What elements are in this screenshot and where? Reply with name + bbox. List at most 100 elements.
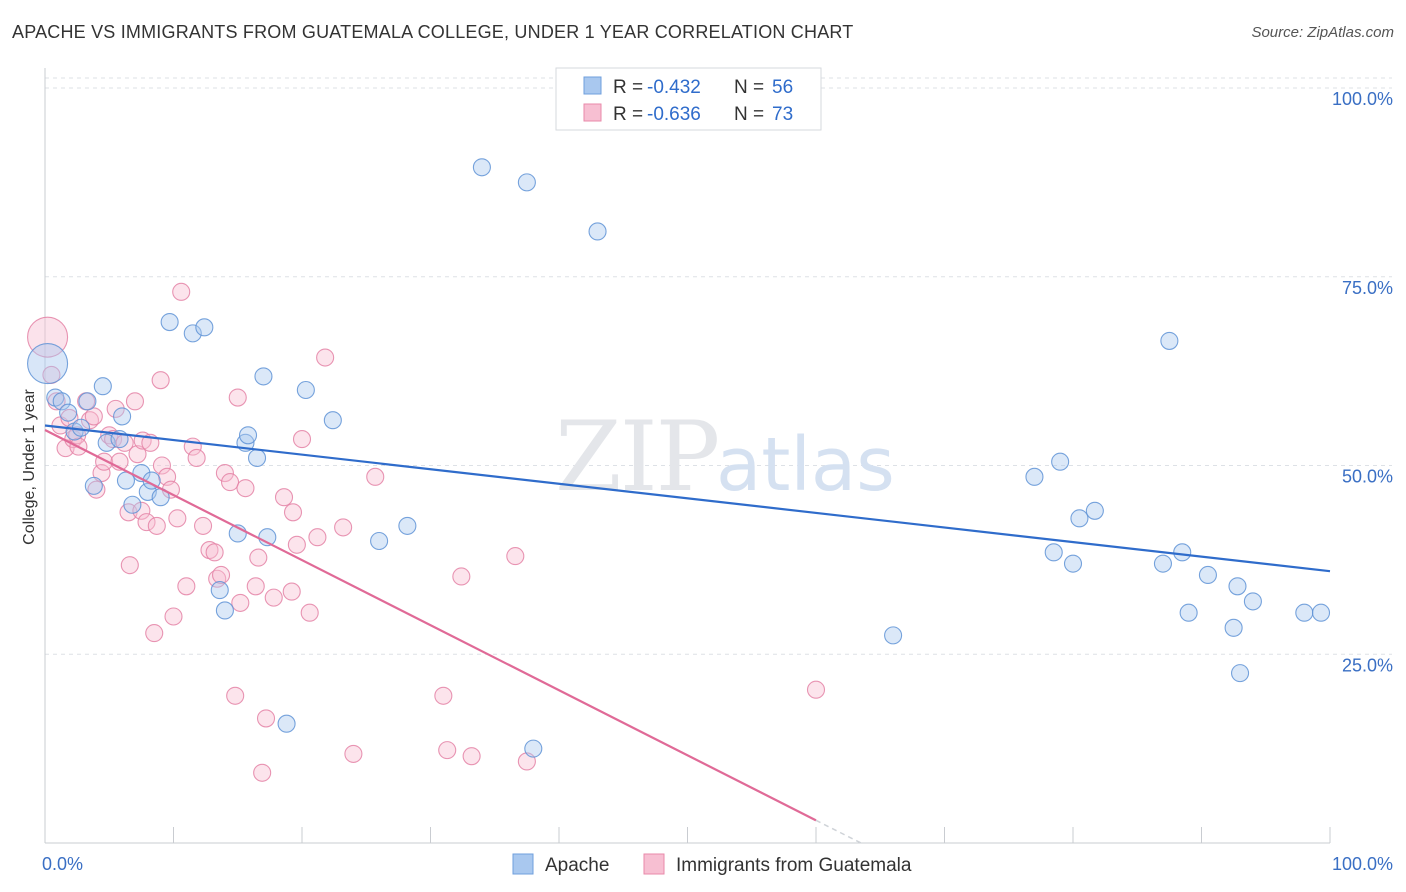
guatemala-point-61 <box>300 603 319 622</box>
stats-swatch-apache <box>583 76 602 95</box>
apache-point-53 <box>1243 592 1262 611</box>
stats-box: R = -0.432 N = 56 R = -0.636 N = 73 <box>555 67 822 131</box>
y-axis-title: College, Under 1 year <box>21 389 38 545</box>
y-tick-label-0: 100.0% <box>1332 89 1393 109</box>
apache-point-0 <box>27 343 69 385</box>
grid-layer <box>45 77 1392 655</box>
guatemala-point-68 <box>438 741 457 760</box>
stats-r-label-apache: R = <box>613 77 643 98</box>
x-tick-label-min: 0.0% <box>42 854 83 874</box>
apache-point-40 <box>1044 543 1063 562</box>
guatemala-point-47 <box>226 686 245 705</box>
guatemala-point-40 <box>194 516 213 535</box>
apache-trend-line <box>44 424 1331 573</box>
apache-point-13 <box>123 495 142 514</box>
apache-point-2 <box>52 392 71 411</box>
guatemala-point-70 <box>462 747 481 766</box>
guatemala-point-46 <box>220 473 240 492</box>
apache-point-51 <box>1228 577 1247 596</box>
stats-n-value-guatemala: 73 <box>772 104 793 125</box>
apache-point-34 <box>472 158 491 177</box>
guatemala-point-31 <box>152 456 171 475</box>
apache-point-6 <box>78 392 97 411</box>
apache-point-20 <box>195 318 214 337</box>
guatemala-point-65 <box>344 744 363 763</box>
guatemala-point-30 <box>151 371 170 390</box>
apache-point-8 <box>93 377 112 396</box>
y-tick-label-1: 75.0% <box>1342 278 1393 298</box>
guatemala-point-44 <box>211 565 231 585</box>
apache-point-18 <box>160 312 179 332</box>
stats-swatch-guatemala <box>583 103 602 122</box>
guatemala-point-49 <box>231 593 250 612</box>
guatemala-point-34 <box>164 607 183 626</box>
stats-r-value-guatemala: -0.636 <box>647 104 701 125</box>
guatemala-point-63 <box>316 348 335 367</box>
guatemala-point-53 <box>253 763 272 782</box>
apache-point-46 <box>1160 331 1179 350</box>
stats-r-label-guatemala: R = <box>613 104 643 125</box>
watermark-atlas: atlas <box>716 422 895 508</box>
guatemala-point-45 <box>215 463 234 483</box>
legend-swatch-guatemala <box>643 853 665 875</box>
apache-point-41 <box>1051 452 1070 471</box>
stats-r-value-apache: -0.432 <box>647 77 701 98</box>
guatemala-point-42 <box>205 543 224 562</box>
apache-point-7 <box>84 476 103 495</box>
stats-n-value-apache: 56 <box>772 77 793 98</box>
apache-point-45 <box>1153 554 1172 573</box>
guatemala-point-71 <box>506 547 525 566</box>
guatemala-point-22 <box>125 392 144 411</box>
apache-point-48 <box>1179 603 1198 622</box>
apache-point-32 <box>370 531 389 551</box>
apache-point-44 <box>1085 501 1104 520</box>
guatemala-point-67 <box>434 686 453 705</box>
apache-point-21 <box>210 581 229 600</box>
guatemala-point-24 <box>132 501 151 520</box>
apache-point-54 <box>1295 603 1314 622</box>
guatemala-point-21 <box>120 556 139 575</box>
guatemala-point-51 <box>246 577 265 596</box>
guatemala-point-58 <box>283 503 303 522</box>
guatemala-point-36 <box>172 282 191 301</box>
x-tick-label-max: 100.0% <box>1332 854 1393 874</box>
guatemala-point-29 <box>147 516 166 535</box>
apache-point-50 <box>1224 618 1243 637</box>
guatemala-point-37 <box>177 577 196 596</box>
guatemala-point-54 <box>256 709 276 728</box>
guatemala-point-35 <box>168 509 187 528</box>
guatemala-point-11 <box>84 407 103 426</box>
apache-point-55 <box>1311 603 1331 622</box>
apache-point-11 <box>113 407 132 426</box>
series-apache-points <box>27 158 1331 758</box>
apache-point-19 <box>183 324 202 343</box>
guatemala-point-59 <box>287 535 306 554</box>
guatemala-point-64 <box>334 518 353 537</box>
apache-point-26 <box>247 448 267 468</box>
legend-label-guatemala: Immigrants from Guatemala <box>676 855 912 876</box>
guatemala-point-39 <box>187 448 206 468</box>
apache-point-27 <box>254 367 273 386</box>
apache-point-31 <box>323 411 342 430</box>
apache-point-25 <box>238 426 258 445</box>
guatemala-point-66 <box>366 467 385 486</box>
apache-point-29 <box>277 714 296 733</box>
apache-point-37 <box>588 222 607 241</box>
guatemala-point-56 <box>274 488 294 507</box>
chart-title: APACHE VS IMMIGRANTS FROM GUATEMALA COLL… <box>12 22 854 42</box>
series-guatemala-points <box>27 282 826 782</box>
apache-point-38 <box>884 626 903 645</box>
trend-layer <box>44 424 1331 844</box>
guatemala-point-73 <box>806 680 826 699</box>
guatemala-point-17 <box>106 399 125 418</box>
axis-layer: 100.0% 75.0% 50.0% 25.0% 0.0% 100.0% <box>42 68 1393 874</box>
y-tick-label-2: 50.0% <box>1342 467 1393 487</box>
watermark-zip: ZIP <box>555 401 718 513</box>
apache-point-49 <box>1198 565 1217 585</box>
apache-point-42 <box>1063 554 1083 573</box>
guatemala-point-28 <box>145 624 164 643</box>
guatemala-point-26 <box>137 513 156 532</box>
watermark: ZIP atlas <box>555 401 895 513</box>
stats-n-label-apache: N = <box>734 77 764 98</box>
